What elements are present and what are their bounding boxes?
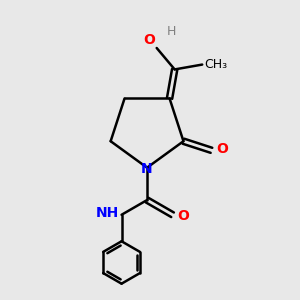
Text: O: O: [143, 32, 155, 46]
Text: H: H: [167, 25, 176, 38]
Text: O: O: [177, 209, 189, 223]
Text: O: O: [216, 142, 228, 156]
Text: N: N: [141, 162, 153, 176]
Text: NH: NH: [95, 206, 119, 220]
Text: CH₃: CH₃: [205, 58, 228, 71]
